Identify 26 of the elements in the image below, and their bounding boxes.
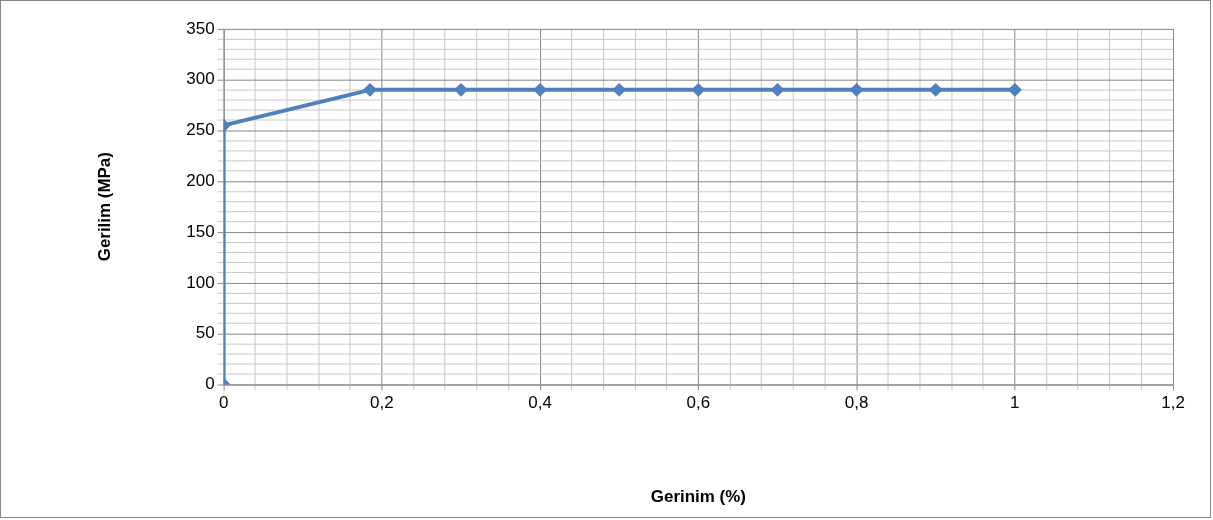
- point: [363, 82, 377, 97]
- x-tick-label: 0,6: [686, 393, 711, 413]
- y-tick-label: 100: [186, 272, 215, 292]
- x-tick-label: 0,4: [528, 393, 552, 413]
- y-tick-label: 200: [186, 170, 215, 190]
- y-tick-label: 0: [205, 374, 215, 394]
- point: [928, 82, 943, 97]
- y-tick-label: 50: [195, 323, 215, 343]
- y-tick-label: 150: [186, 221, 215, 241]
- point: [691, 82, 706, 97]
- x-tick-label: 1,2: [1161, 393, 1185, 413]
- y-tick-label: 350: [186, 18, 215, 38]
- x-tick-label: 0,8: [844, 393, 869, 413]
- x-axis-title: Gerinim (%): [650, 486, 746, 506]
- point: [770, 82, 785, 97]
- x-tick-label: 1: [1010, 393, 1020, 413]
- y-tick-label: 300: [186, 69, 215, 89]
- point: [1007, 82, 1022, 97]
- point: [612, 82, 627, 97]
- x-tick-label: 0,2: [370, 393, 394, 413]
- point: [849, 82, 864, 97]
- y-axis-title: Gerilim (MPa): [94, 152, 114, 262]
- point: [533, 82, 548, 97]
- point: [454, 82, 468, 97]
- x-tick-label: 0: [218, 393, 229, 413]
- y-tick-label: 250: [186, 120, 215, 140]
